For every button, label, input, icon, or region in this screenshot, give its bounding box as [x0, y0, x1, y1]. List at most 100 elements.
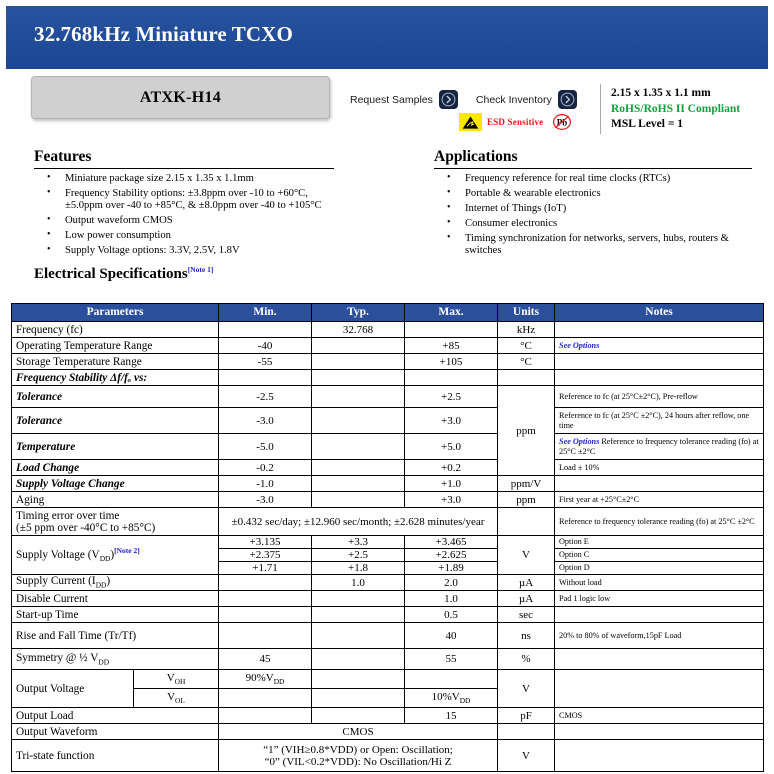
- table-row: Symmetry @ ½ VDD 45 55 %: [10, 648, 765, 670]
- list-item: Supply Voltage options: 3.3V, 2.5V, 1.8V: [34, 244, 334, 258]
- col-typ: Typ.: [311, 303, 406, 322]
- cell-typ: [311, 707, 406, 724]
- dimensions-text: 2.15 x 1.35 x 1.1 mm: [611, 87, 711, 99]
- table-row: Start-up Time 0.5 sec: [10, 606, 765, 623]
- row-label: Frequency (fc): [10, 321, 220, 338]
- cell-value-line2: “0” (VIL<0.2*VDD): No Oscillation/Hi Z: [264, 755, 452, 768]
- table-row: Supply Current (IDD) 1.0 2.0 µA Without …: [10, 574, 765, 591]
- cell-note: [554, 321, 765, 338]
- cell-note: CMOS: [554, 707, 765, 724]
- cell-min: 45: [218, 648, 313, 670]
- cell-min: -5.0: [218, 433, 313, 460]
- table-row: Rise and Fall Time (Tr/Tf) 40 ns 20% to …: [10, 622, 765, 649]
- cell-min: +3.135: [218, 535, 313, 549]
- row-label: Temperature: [10, 433, 220, 460]
- cell-note: See Options Reference to frequency toler…: [554, 433, 765, 460]
- cell-min: -40: [218, 337, 313, 354]
- chevron-right-icon[interactable]: [557, 90, 577, 109]
- cell-typ: [311, 622, 406, 649]
- cell-note: Load ± 10%: [554, 459, 765, 476]
- compliance-icons: ESD Sensitive Pb: [459, 111, 573, 133]
- cell-min: [218, 590, 313, 607]
- table-header-row: Parameters Min. Typ. Max. Units Notes: [10, 303, 765, 322]
- sub-label-text: V: [167, 690, 176, 703]
- row-label: Timing error over time (±5 ppm over -40°…: [10, 507, 220, 536]
- row-label: Tolerance: [10, 407, 220, 434]
- request-samples-link[interactable]: Request Samples: [350, 90, 458, 109]
- row-label: Tolerance: [10, 385, 220, 408]
- col-units: Units: [497, 303, 556, 322]
- row-label-sub: DD: [95, 580, 107, 590]
- sub-label-vol: VOL: [132, 688, 220, 708]
- row-label: Start-up Time: [10, 606, 220, 623]
- part-number-box: ATXK-H14: [31, 76, 330, 119]
- cell-units: V: [497, 535, 556, 575]
- electrical-spec-heading: Electrical Specifications[Note 1]: [34, 265, 213, 283]
- cell-typ: [311, 337, 406, 354]
- cell-note: [554, 606, 765, 623]
- cell-typ: +1.8: [311, 561, 406, 575]
- cell-typ: +3.3: [311, 535, 406, 549]
- table-row: Tolerance -3.0 +3.0 Reference to fc (at …: [10, 407, 765, 434]
- row-label: Rise and Fall Time (Tr/Tf): [10, 622, 220, 649]
- cell-min: [218, 606, 313, 623]
- cell-min: [218, 622, 313, 649]
- cell-units: V: [497, 669, 556, 708]
- cell-min-sub: DD: [273, 677, 285, 687]
- list-item: Miniature package size 2.15 x 1.35 x 1.1…: [34, 172, 334, 186]
- cell-units: pF: [497, 707, 556, 724]
- cell-typ: [311, 385, 406, 408]
- table-row: +2.375 +2.5 +2.625 Option C: [12, 548, 765, 562]
- applications-list: Frequency reference for real time clocks…: [434, 172, 764, 258]
- cell-max: 2.0: [404, 574, 499, 591]
- table-row: Output Waveform CMOS: [10, 723, 765, 740]
- header-links: Request Samples Check Inventory: [350, 90, 577, 109]
- table-row: Storage Temperature Range -55 +105 °C: [10, 353, 765, 370]
- see-options-link[interactable]: See Options: [559, 436, 600, 446]
- table-row: Output Load 15 pF CMOS: [10, 707, 765, 724]
- chevron-right-icon[interactable]: [438, 90, 458, 109]
- row-label: Supply Voltage Change: [10, 475, 220, 492]
- cell-min: -2.5: [218, 385, 313, 408]
- see-options-link[interactable]: See Options: [559, 340, 600, 350]
- cell-min: -0.2: [218, 459, 313, 476]
- cell-max: +2.5: [404, 385, 499, 408]
- cell-max: [404, 321, 499, 338]
- page-title: 32.768kHz Miniature TCXO: [34, 22, 293, 46]
- cell-typ: [311, 491, 406, 508]
- msl-text: MSL Level = 1: [611, 118, 684, 130]
- cell-max: +3.0: [404, 407, 499, 434]
- cell-note: [554, 739, 765, 772]
- cell-max: +3.465: [404, 535, 499, 549]
- rohs-text: RoHS/RoHS II Compliant: [611, 102, 741, 115]
- cell-min: -3.0: [218, 491, 313, 508]
- cell-min: 90%VDD: [218, 669, 313, 689]
- cell-units: ns: [497, 622, 556, 649]
- cell-note: 20% to 80% of waveform,15pF Load: [554, 622, 765, 649]
- cell-max: 15: [404, 707, 499, 724]
- table-row: Load Change -0.2 +0.2 Load ± 10%: [10, 459, 765, 476]
- sub-label-sub: OL: [175, 696, 185, 706]
- row-label-sub: DD: [98, 657, 110, 667]
- row-label: Operating Temperature Range: [10, 337, 220, 354]
- table-row: Aging -3.0 +3.0 ppm First year at +25°C±…: [10, 491, 765, 508]
- list-item: Frequency reference for real time clocks…: [434, 172, 764, 186]
- table-row: Output Voltage VOH 90%VDD V: [11, 669, 765, 708]
- cell-empty: [554, 369, 765, 386]
- features-list: Miniature package size 2.15 x 1.35 x 1.1…: [34, 172, 334, 258]
- cell-max: +85: [404, 337, 499, 354]
- cell-empty: [497, 369, 556, 386]
- check-inventory-link[interactable]: Check Inventory: [476, 90, 577, 109]
- cell-note: Reference to fc (at 25°C ±2°C), 24 hours…: [554, 407, 765, 434]
- cell-units: ppm: [497, 385, 556, 476]
- cell-note: [554, 475, 765, 492]
- cell-note: [554, 669, 765, 708]
- cell-typ: [311, 648, 406, 670]
- cell-note: Option E: [554, 535, 765, 549]
- cell-units: ppm: [497, 491, 556, 508]
- cell-value: ±0.432 sec/day; ±12.960 sec/month; ±2.62…: [218, 507, 499, 536]
- row-label: Disable Current: [10, 590, 220, 607]
- package-specs: 2.15 x 1.35 x 1.1 mm RoHS/RoHS II Compli…: [611, 86, 740, 133]
- cell-max: 40: [404, 622, 499, 649]
- cell-units: [497, 507, 556, 536]
